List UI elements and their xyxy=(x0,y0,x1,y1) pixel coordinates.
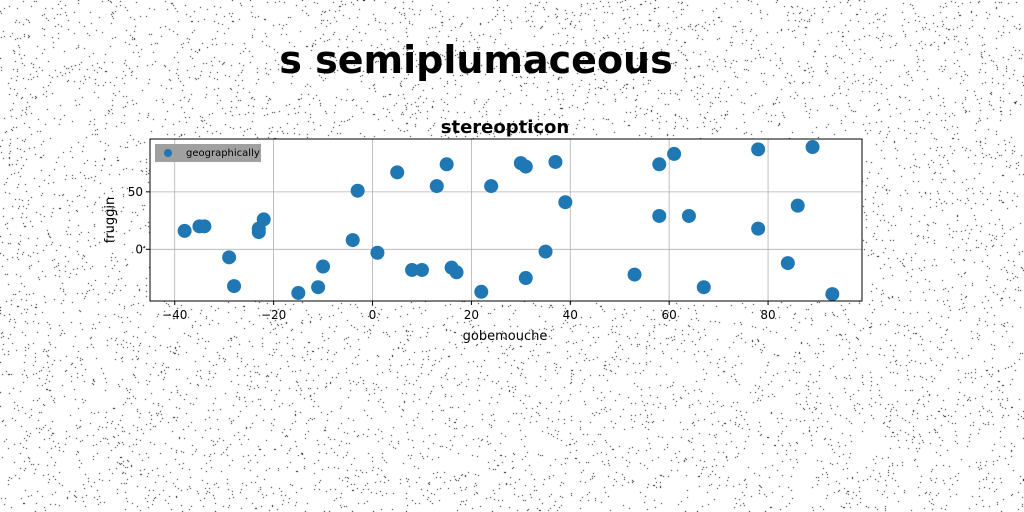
y-axis-ticks: 0 50 xyxy=(128,185,150,256)
x-tick-label: 20 xyxy=(464,308,479,322)
scatter-point xyxy=(390,165,405,180)
scatter-point xyxy=(484,179,499,194)
x-tick-label: 0 xyxy=(369,308,377,322)
scatter-point xyxy=(474,284,489,299)
y-axis-label: fruggin xyxy=(103,197,118,244)
scatter-point xyxy=(227,279,242,294)
scatter-point xyxy=(350,183,365,198)
legend-marker xyxy=(164,149,172,157)
legend-label: geographically xyxy=(186,148,260,159)
x-tick-label: 80 xyxy=(760,308,775,322)
scatter-point xyxy=(790,198,805,213)
scatter-point xyxy=(177,223,192,238)
scatter-point xyxy=(667,146,682,161)
x-tick-label: 40 xyxy=(563,308,578,322)
legend-box xyxy=(155,144,261,162)
scatter-point xyxy=(291,285,306,300)
x-tick-label: −40 xyxy=(162,308,187,322)
scatter-point xyxy=(825,287,840,302)
chart-title: stereopticon xyxy=(441,117,570,138)
scatter-point xyxy=(696,280,711,295)
scatter-point xyxy=(751,221,766,236)
scatter-point xyxy=(197,219,212,234)
grid xyxy=(150,139,862,301)
scatter-point xyxy=(449,265,464,280)
y-tick-label: 0 xyxy=(135,242,143,256)
scatter-point xyxy=(316,259,331,274)
x-tick-label: −20 xyxy=(261,308,286,322)
x-tick-label: 60 xyxy=(662,308,677,322)
scatter-point xyxy=(222,250,237,265)
scatter-point xyxy=(405,262,420,277)
data-points xyxy=(177,140,840,302)
figure-title: s semiplumaceous xyxy=(279,38,673,82)
scatter-point xyxy=(370,245,385,260)
scatter-point xyxy=(345,233,360,248)
y-tick-label: 50 xyxy=(128,185,143,199)
x-axis-ticks: −40 −20 0 20 40 60 80 xyxy=(162,301,776,322)
scatter-point xyxy=(558,195,573,210)
scatter-point xyxy=(429,179,444,194)
scatter-point xyxy=(751,142,766,157)
legend: geographically xyxy=(155,144,261,162)
scatter-point xyxy=(538,244,553,259)
scatter-point xyxy=(627,267,642,282)
scatter-point xyxy=(652,157,667,172)
x-axis-label: gobemouche xyxy=(463,329,548,344)
scatter-point xyxy=(780,256,795,271)
scatter-point xyxy=(548,154,563,169)
scatter-point xyxy=(805,140,820,155)
scatter-point xyxy=(439,157,454,172)
scatter-point xyxy=(518,159,533,174)
plot-frame xyxy=(149,138,863,302)
scatter-point xyxy=(652,208,667,223)
scatter-point xyxy=(681,208,696,223)
scatter-point xyxy=(311,280,326,295)
scatter-point xyxy=(414,262,429,277)
scatter-point xyxy=(518,271,533,286)
scatter-point xyxy=(256,212,271,227)
